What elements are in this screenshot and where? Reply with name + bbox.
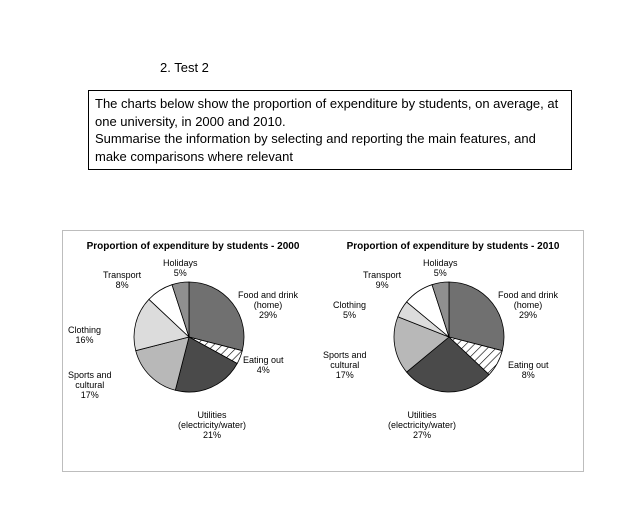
charts-container: Proportion of expenditure by students - … — [62, 230, 584, 472]
chart-title-2000: Proportion of expenditure by students - … — [68, 241, 318, 252]
label-utilities: Utilities(electricity/water)21% — [178, 411, 246, 441]
label-transport: Transport9% — [363, 271, 401, 291]
label-eatingout: Eating out8% — [508, 361, 549, 381]
label-holidays: Holidays5% — [163, 259, 198, 279]
label-clothing: Clothing5% — [333, 301, 366, 321]
label-utilities: Utilities(electricity/water)27% — [388, 411, 456, 441]
label-clothing: Clothing16% — [68, 326, 101, 346]
label-holidays: Holidays5% — [423, 259, 458, 279]
pie-chart-2010: Proportion of expenditure by students - … — [328, 241, 578, 461]
task-box: The charts below show the proportion of … — [88, 90, 572, 170]
task-line1: The charts below show the proportion of … — [95, 95, 565, 130]
question-heading: 2. Test 2 — [160, 60, 209, 75]
chart-title-2010: Proportion of expenditure by students - … — [328, 241, 578, 252]
label-food: Food and drink(home)29% — [498, 291, 558, 321]
label-eatingout: Eating out4% — [243, 356, 284, 376]
label-sports: Sports andcultural17% — [323, 351, 367, 381]
label-transport: Transport8% — [103, 271, 141, 291]
label-food: Food and drink(home)29% — [238, 291, 298, 321]
label-sports: Sports andcultural17% — [68, 371, 112, 401]
task-line2: Summarise the information by selecting a… — [95, 130, 565, 165]
pie-chart-2000: Proportion of expenditure by students - … — [68, 241, 318, 461]
